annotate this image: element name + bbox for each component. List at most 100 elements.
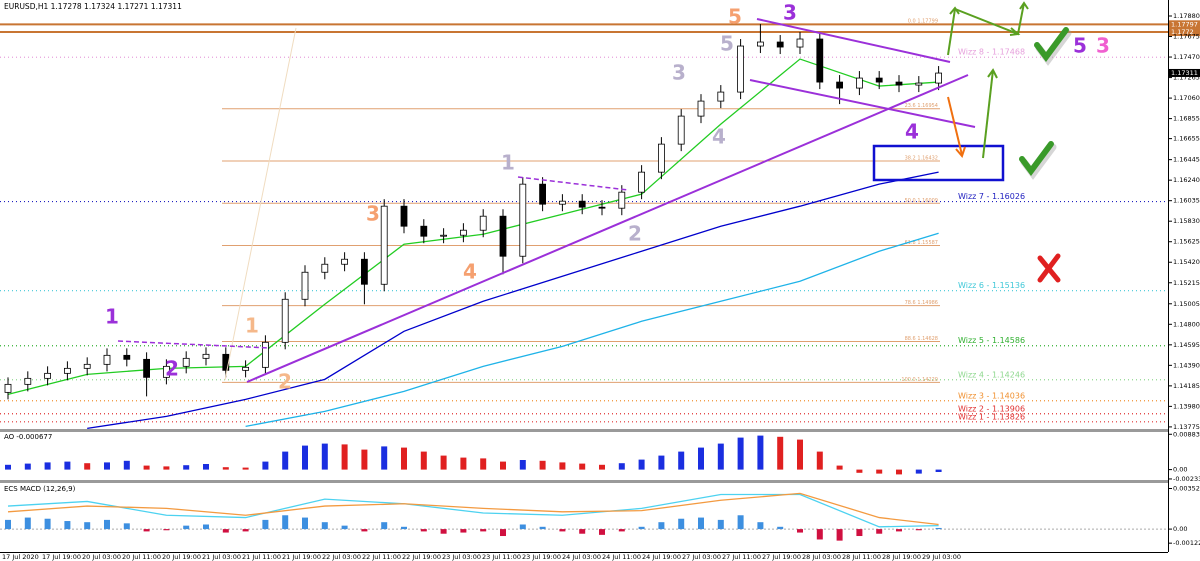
x-tick-label: 21 Jul 19:00 [282, 553, 321, 561]
dashed-line [517, 176, 629, 191]
histogram-bar [242, 467, 249, 470]
x-tick-label: 23 Jul 11:00 [482, 553, 521, 561]
histogram-bar [480, 529, 487, 532]
histogram-bar [143, 529, 150, 532]
ao-title: AO -0.000677 [4, 433, 52, 441]
histogram-bar [500, 529, 506, 537]
macd-title: ECS MACD (12,26,9) [4, 485, 76, 493]
histogram-bar [44, 518, 51, 530]
wizz-label: Wizz 8 - 1.17468 [958, 48, 1025, 57]
histogram-bar [460, 529, 467, 533]
histogram-bar [638, 526, 645, 530]
histogram-bar [935, 469, 942, 472]
candle-body [400, 205, 408, 227]
candle-body [677, 115, 685, 145]
candle-body [559, 200, 566, 205]
candle-body [380, 205, 388, 285]
histogram-bar [282, 451, 289, 470]
histogram-bar [777, 436, 784, 470]
histogram-bar [5, 464, 11, 470]
histogram-bar [579, 529, 586, 534]
histogram-bar [519, 460, 526, 470]
candle-body [816, 38, 824, 83]
histogram-bar [618, 463, 625, 470]
candle-body [182, 357, 190, 367]
wave-label: 3 [783, 1, 797, 25]
histogram-bar [876, 469, 883, 474]
x-tick-label: 24 Jul 11:00 [602, 553, 641, 561]
arrow-head [949, 6, 960, 15]
histogram-bar [123, 523, 130, 530]
x-tick-label: 22 Jul 11:00 [362, 553, 401, 561]
level-label: 1.1772 [1171, 28, 1194, 36]
histogram-bar [618, 529, 625, 532]
candle-body [796, 38, 804, 48]
price-marker-box [1169, 68, 1200, 77]
wave-label: 4 [905, 120, 919, 144]
candle-body [360, 258, 368, 285]
x-tick-label: 27 Jul 19:00 [762, 553, 801, 561]
wizz-label: Wizz 1 - 1.13826 [958, 412, 1025, 421]
level-box [1169, 28, 1200, 37]
wave-label: 2 [165, 357, 179, 381]
trendline [246, 74, 969, 383]
candle-body [776, 41, 784, 48]
y-tick-label: 1.15215 [1173, 279, 1200, 287]
candle-body [598, 206, 606, 209]
candle-body [143, 358, 151, 378]
histogram-bar [84, 463, 91, 470]
candle-body [836, 81, 843, 89]
histogram-bar [302, 517, 308, 530]
histogram-bar [500, 461, 506, 470]
y-tick-label: 1.14390 [1173, 361, 1200, 369]
histogram-bar [935, 527, 942, 530]
wizz-label: Wizz 3 - 1.14036 [958, 391, 1025, 400]
histogram-bar [856, 529, 863, 537]
orange-arrow [947, 96, 963, 156]
candle-body [321, 263, 329, 273]
wizz-label: Wizz 4 - 1.14246 [958, 370, 1025, 379]
histogram-bar [757, 435, 764, 470]
y-tick-label: 1.16035 [1173, 197, 1200, 205]
histogram-bar [559, 462, 566, 470]
level-label: 1.17797 [1171, 20, 1198, 28]
wizz-label: Wizz 7 - 1.16026 [958, 192, 1025, 201]
candle-body [499, 215, 507, 257]
histogram-bar [836, 465, 843, 470]
candle-body [638, 171, 645, 193]
wave-label: 3 [366, 202, 380, 226]
wave-label: 5 [720, 32, 734, 56]
histogram-bar [104, 462, 110, 470]
histogram-bar [460, 457, 467, 470]
histogram-bar [678, 518, 685, 530]
histogram-bar [896, 469, 902, 475]
histogram-bar [698, 447, 704, 470]
histogram-bar [401, 526, 407, 530]
panel-separator [0, 480, 1168, 483]
y-tick-label: 1.17675 [1173, 33, 1200, 41]
histogram-bar [183, 465, 190, 470]
histogram-bar [539, 526, 546, 530]
candle-body [4, 383, 12, 393]
y-tick-label: 1.16855 [1173, 115, 1200, 123]
candle-body [895, 81, 903, 86]
histogram-bar [44, 462, 51, 470]
histogram-bar [737, 437, 744, 470]
histogram-bar [480, 458, 487, 470]
check-mark [1019, 141, 1054, 177]
green-arrow [947, 2, 1025, 56]
x-tick-label: 21 Jul 03:00 [202, 553, 241, 561]
price-marker-label: 1.17311 [1171, 69, 1198, 77]
candle-body [341, 258, 349, 265]
candle-body [123, 354, 131, 360]
fib-label: 88.6 1.14628 [905, 336, 938, 342]
histogram-bar [915, 469, 922, 474]
y-tick-label: 1.14800 [1173, 320, 1200, 328]
x-tick-label: 28 Jul 03:00 [802, 553, 841, 561]
histogram-bar [321, 443, 328, 470]
x-tick-label: 17 Jul 2020 [2, 553, 39, 561]
candle-body [717, 91, 725, 102]
candle-body [737, 45, 744, 93]
wave-label: 1 [245, 314, 259, 338]
